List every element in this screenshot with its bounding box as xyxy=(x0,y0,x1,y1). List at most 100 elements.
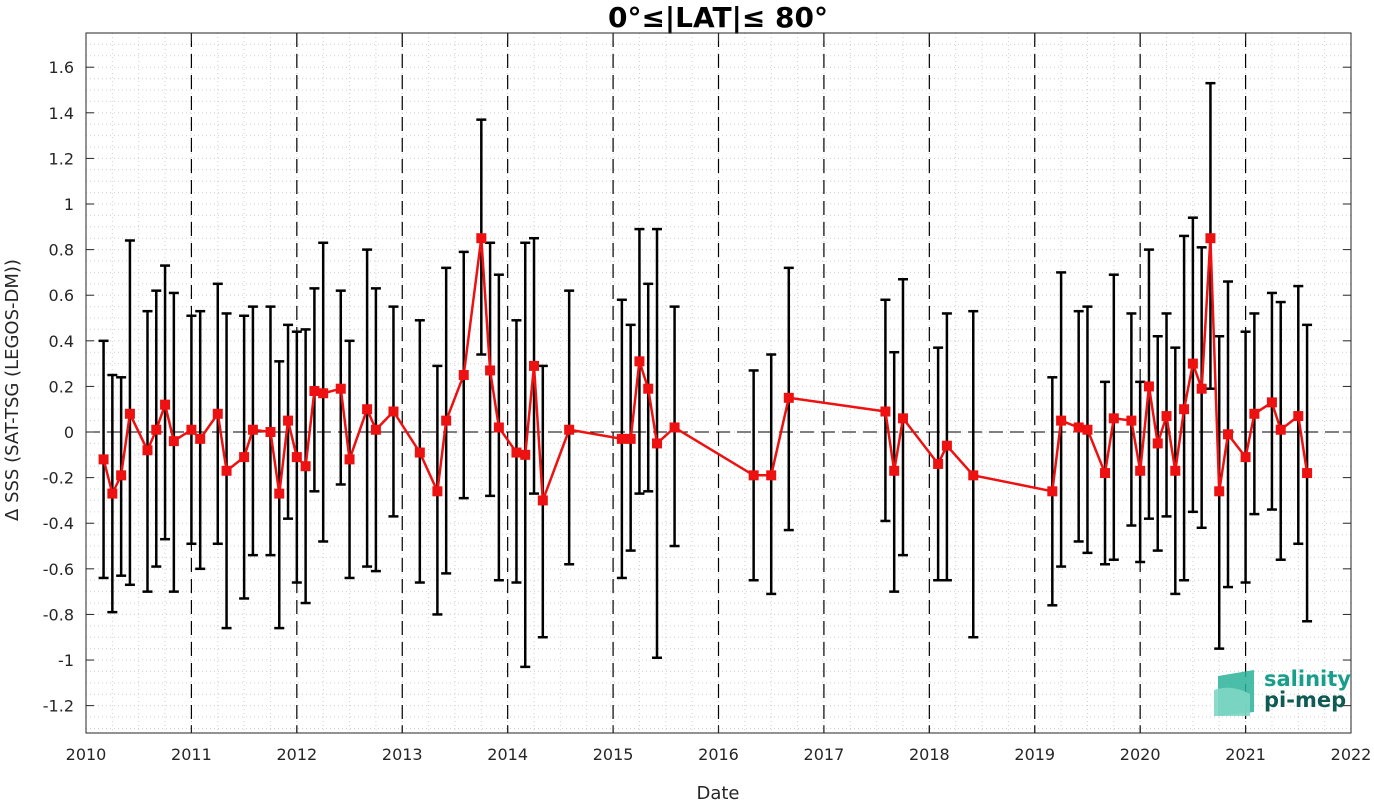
y-tick-label: 0.8 xyxy=(49,241,74,260)
markers xyxy=(98,233,1313,506)
data-point-marker xyxy=(116,470,127,481)
data-point-marker xyxy=(142,445,153,456)
data-point-marker xyxy=(643,383,654,394)
data-point-marker xyxy=(493,422,504,433)
data-point-marker xyxy=(283,415,294,426)
data-point-marker xyxy=(441,415,452,426)
data-point-marker xyxy=(274,488,285,499)
data-point-marker xyxy=(652,438,663,449)
y-tick-labels: -1.2 -1 -0.8 -0.6 -0.4 -0.2 0 0.2 0.4 0.6 0.8 1 1.2 1… xyxy=(43,58,74,715)
data-point-marker xyxy=(247,424,258,435)
data-point-marker xyxy=(195,433,206,444)
data-point-marker xyxy=(291,452,302,463)
x-tick-label: 2014 xyxy=(487,745,528,764)
x-tick-label: 2010 xyxy=(66,745,107,764)
y-tick-label: 1.4 xyxy=(49,104,74,123)
data-point-marker xyxy=(616,433,627,444)
data-point-marker xyxy=(511,447,522,458)
x-tick-label: 2022 xyxy=(1331,745,1372,764)
series-line xyxy=(102,238,1309,501)
data-point-marker xyxy=(476,233,487,244)
data-point-marker xyxy=(318,388,329,399)
logo-text-line2: pi-mep xyxy=(1264,688,1346,712)
data-point-marker xyxy=(1249,408,1260,419)
data-point-marker xyxy=(221,465,232,476)
logo-icon-wave xyxy=(1214,687,1250,716)
data-point-marker xyxy=(98,454,109,465)
data-point-marker xyxy=(362,404,373,415)
x-tick-label: 2013 xyxy=(382,745,423,764)
data-point-marker xyxy=(1143,381,1154,392)
x-tick-label: 2018 xyxy=(909,745,950,764)
data-point-marker xyxy=(1135,465,1146,476)
data-point-marker xyxy=(1223,429,1234,440)
y-tick-label: -1.2 xyxy=(43,697,74,716)
y-tick-label: -0.2 xyxy=(43,469,74,488)
data-point-marker xyxy=(1240,452,1251,463)
data-point-marker xyxy=(186,424,197,435)
data-point-marker xyxy=(124,408,135,419)
data-point-marker xyxy=(1047,486,1058,497)
y-tick-label: 0 xyxy=(64,423,74,442)
data-point-marker xyxy=(889,465,900,476)
x-tick-label: 2015 xyxy=(593,745,634,764)
data-point-marker xyxy=(968,470,979,481)
y-tick-label: -0.4 xyxy=(43,514,74,533)
data-point-marker xyxy=(1179,404,1190,415)
data-point-marker xyxy=(432,486,443,497)
data-point-marker xyxy=(1196,383,1207,394)
data-point-marker xyxy=(748,470,759,481)
data-point-marker xyxy=(1293,411,1304,422)
x-tick-label: 2019 xyxy=(1014,745,1055,764)
data-point-marker xyxy=(1152,438,1163,449)
y-tick-label: -0.6 xyxy=(43,560,74,579)
data-point-marker xyxy=(537,495,548,506)
data-point-marker xyxy=(344,454,355,465)
data-point-marker xyxy=(897,413,908,424)
data-point-marker xyxy=(1082,424,1093,435)
data-point-marker xyxy=(300,461,311,472)
data-point-marker xyxy=(564,424,575,435)
data-point-marker xyxy=(335,383,346,394)
data-point-marker xyxy=(1073,422,1084,433)
y-tick-label: 1 xyxy=(64,195,74,214)
axis-ticks xyxy=(85,33,1352,733)
data-point-marker xyxy=(107,488,118,499)
data-point-marker xyxy=(1161,411,1172,422)
data-point-marker xyxy=(634,356,645,367)
y-tick-label: 0.6 xyxy=(49,286,74,305)
data-point-marker xyxy=(1205,233,1216,244)
y-tick-label: 0.2 xyxy=(49,377,74,396)
data-point-marker xyxy=(212,408,223,419)
y-tick-label: -1 xyxy=(58,651,74,670)
y-tick-label: -0.8 xyxy=(43,605,74,624)
x-tick-label: 2011 xyxy=(171,745,212,764)
data-point-marker xyxy=(1126,415,1137,426)
x-tick-label: 2017 xyxy=(804,745,845,764)
logo-text-line1: salinity xyxy=(1264,667,1351,691)
data-point-marker xyxy=(529,360,540,371)
data-point-marker xyxy=(1275,424,1286,435)
data-point-marker xyxy=(388,406,399,417)
data-point-marker xyxy=(168,436,179,447)
x-tick-label: 2016 xyxy=(698,745,739,764)
data-point-marker xyxy=(265,427,276,438)
data-point-marker xyxy=(370,424,381,435)
data-point-marker xyxy=(309,385,320,396)
data-point-marker xyxy=(520,449,531,460)
data-point-marker xyxy=(783,392,794,403)
data-point-marker xyxy=(1056,415,1067,426)
x-tick-label: 2012 xyxy=(276,745,317,764)
data-point-marker xyxy=(239,452,250,463)
x-tick-label: 2020 xyxy=(1120,745,1161,764)
x-tick-labels: 2010 2011 2012 2013 2014 2015 2016 2017 2018 2019… xyxy=(66,745,1372,764)
data-point-marker xyxy=(1100,468,1111,479)
data-point-marker xyxy=(1170,465,1181,476)
data-point-marker xyxy=(458,370,469,381)
salinity-pi-mep-logo: salinity pi-mep xyxy=(1214,667,1351,716)
x-tick-label: 2021 xyxy=(1225,745,1266,764)
y-tick-label: 1.6 xyxy=(49,58,74,77)
data-point-marker xyxy=(941,440,952,451)
data-point-marker xyxy=(880,406,891,417)
